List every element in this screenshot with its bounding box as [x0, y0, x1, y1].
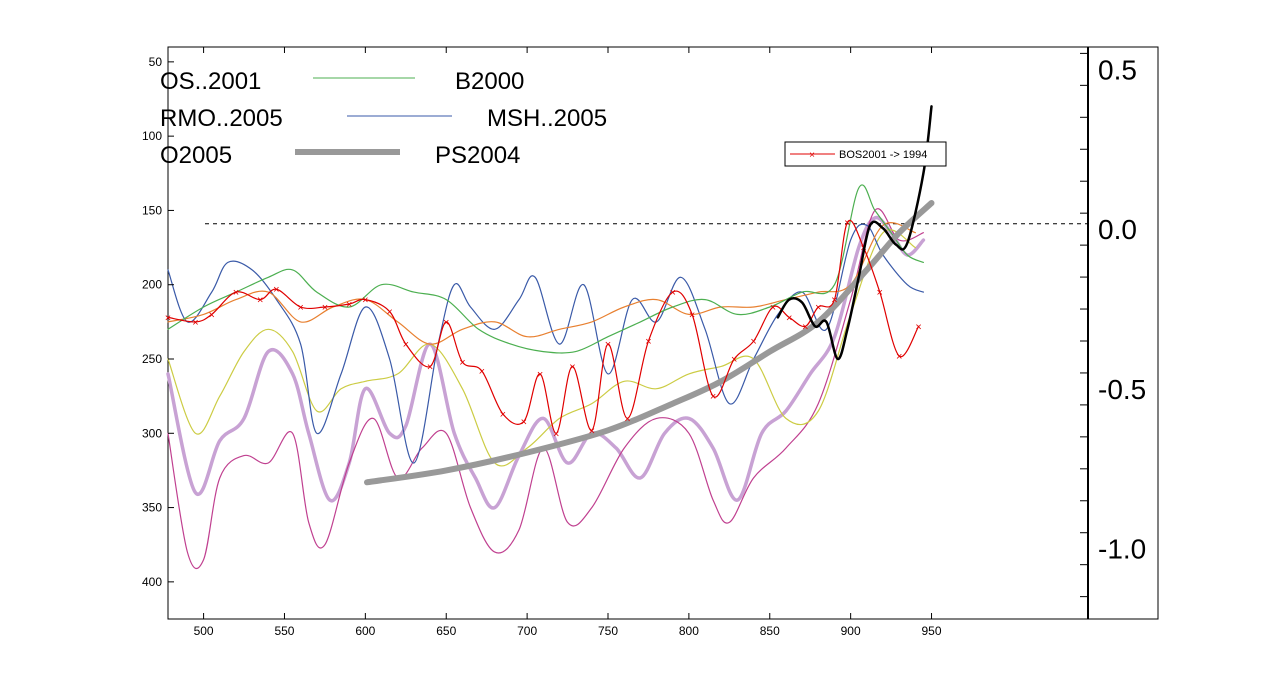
series-marker-bos2001-1994-35: × — [844, 217, 850, 229]
series-marker-bos2001-1994-19: × — [553, 428, 559, 440]
legend-label-0: OS..2001 — [160, 68, 261, 95]
series-marker-bos2001-1994-6: × — [297, 302, 303, 314]
series-marker-bos2001-1994-29: × — [750, 336, 756, 348]
left-tick-label-100: 100 — [142, 129, 162, 143]
legend-label-4: O2005 — [160, 142, 232, 169]
series-layer: × × × × × × × × × × × × × × × × × × × × × × × × × × × × × × × × × × × × × × × × — [165, 105, 935, 570]
series-marker-bos2001-1994-2: × — [208, 309, 214, 321]
left-tick-label-350: 350 — [142, 501, 162, 515]
right-tick-label-1: 0.0 — [1098, 214, 1137, 245]
series-marker-bos2001-1994-12: × — [427, 361, 433, 373]
series-marker-bos2001-1994-25: × — [669, 287, 675, 299]
series-marker-bos2001-1994-1: × — [192, 317, 198, 329]
series-line-yellow — [167, 229, 916, 467]
series-marker-bos2001-1994-38: × — [896, 351, 902, 363]
plot-border — [167, 46, 1159, 620]
legend: OS..2001 B2000 RMO..2005 MSH..2005 O2005… — [160, 68, 607, 169]
series-marker-bos2001-1994-27: × — [710, 391, 716, 403]
series-marker-bos2001-1994-22: × — [605, 339, 611, 351]
series-marker-bos2001-1994-15: × — [479, 366, 485, 378]
series-marker-bos2001-1994-28: × — [731, 354, 737, 366]
x-tick-label-850: 850 — [760, 624, 780, 638]
left-tick-label-200: 200 — [142, 278, 162, 292]
x-tick-label-950: 950 — [922, 624, 942, 638]
series-marker-bos2001-1994-8: × — [346, 299, 352, 311]
series-marker-bos2001-1994-11: × — [403, 339, 409, 351]
plot-frame — [167, 46, 1159, 620]
series-marker-bos2001-1994-20: × — [569, 361, 575, 373]
left-tick-label-50: 50 — [149, 55, 163, 69]
series-line-b2000 — [167, 184, 924, 354]
series-marker-bos2001-1994-33: × — [815, 302, 821, 314]
series-marker-bos2001-1994-32: × — [802, 321, 808, 333]
x-tick-label-500: 500 — [194, 624, 214, 638]
legend-label-2: RMO..2005 — [160, 105, 283, 132]
series-marker-bos2001-1994-31: × — [786, 312, 792, 324]
right-tick-label-0: 0.5 — [1098, 54, 1137, 85]
left-tick-label-300: 300 — [142, 426, 162, 440]
series-marker-bos2001-1994-0: × — [165, 312, 171, 324]
x-tick-label-600: 600 — [355, 624, 375, 638]
series-marker-bos2001-1994-23: × — [624, 413, 630, 425]
series-marker-bos2001-1994-24: × — [645, 336, 651, 348]
x-tick-label-900: 900 — [841, 624, 861, 638]
x-tick-label-750: 750 — [598, 624, 618, 638]
legend-label-3: MSH..2005 — [487, 105, 607, 132]
series-marker-bos2001-1994-7: × — [322, 302, 328, 314]
x-tick-label-800: 800 — [679, 624, 699, 638]
series-marker-bos2001-1994-14: × — [459, 357, 465, 369]
series-marker-bos2001-1994-13: × — [443, 317, 449, 329]
left-tick-label-150: 150 — [142, 203, 162, 217]
series-marker-bos2001-1994-9: × — [362, 295, 368, 307]
series-marker-bos2001-1994-30: × — [770, 302, 776, 314]
series-line-black-recent — [776, 105, 933, 361]
series-marker-bos2001-1994-39: × — [915, 321, 921, 333]
series-marker-bos2001-1994-3: × — [233, 287, 239, 299]
inset-legend: × BOS2001 -> 1994 — [784, 141, 947, 167]
series-line-magenta — [167, 208, 924, 570]
inset-legend-marker: × — [809, 150, 815, 161]
series-marker-bos2001-1994-10: × — [386, 306, 392, 318]
legend-label-5: PS2004 — [435, 142, 520, 169]
x-tick-label-700: 700 — [517, 624, 537, 638]
series-marker-bos2001-1994-17: × — [521, 416, 527, 428]
x-tick-label-550: 550 — [274, 624, 294, 638]
series-marker-bos2001-1994-18: × — [537, 369, 543, 381]
right-tick-label-2: -0.5 — [1098, 374, 1146, 405]
series-marker-bos2001-1994-16: × — [500, 409, 506, 421]
series-marker-bos2001-1994-37: × — [877, 287, 883, 299]
series-line-purple-thick — [166, 215, 926, 510]
series-line-ps2004 — [364, 200, 935, 486]
axis-layer: 500 550 600 650 700 750 800 850 900 950 50 100 150 20… — [142, 47, 1146, 638]
series-marker-bos2001-1994-34: × — [831, 295, 837, 307]
x-tick-label-650: 650 — [436, 624, 456, 638]
series-marker-bos2001-1994-5: × — [273, 284, 279, 296]
series-marker-bos2001-1994-4: × — [257, 295, 263, 307]
left-tick-label-400: 400 — [142, 575, 162, 589]
right-tick-label-3: -1.0 — [1098, 534, 1146, 565]
inset-legend-label: BOS2001 -> 1994 — [839, 149, 927, 161]
series-line-msh-2005 — [167, 223, 924, 464]
left-tick-label-250: 250 — [142, 352, 162, 366]
legend-label-1: B2000 — [455, 68, 524, 95]
series-marker-bos2001-1994-26: × — [689, 309, 695, 321]
series-marker-bos2001-1994-21: × — [589, 425, 595, 437]
